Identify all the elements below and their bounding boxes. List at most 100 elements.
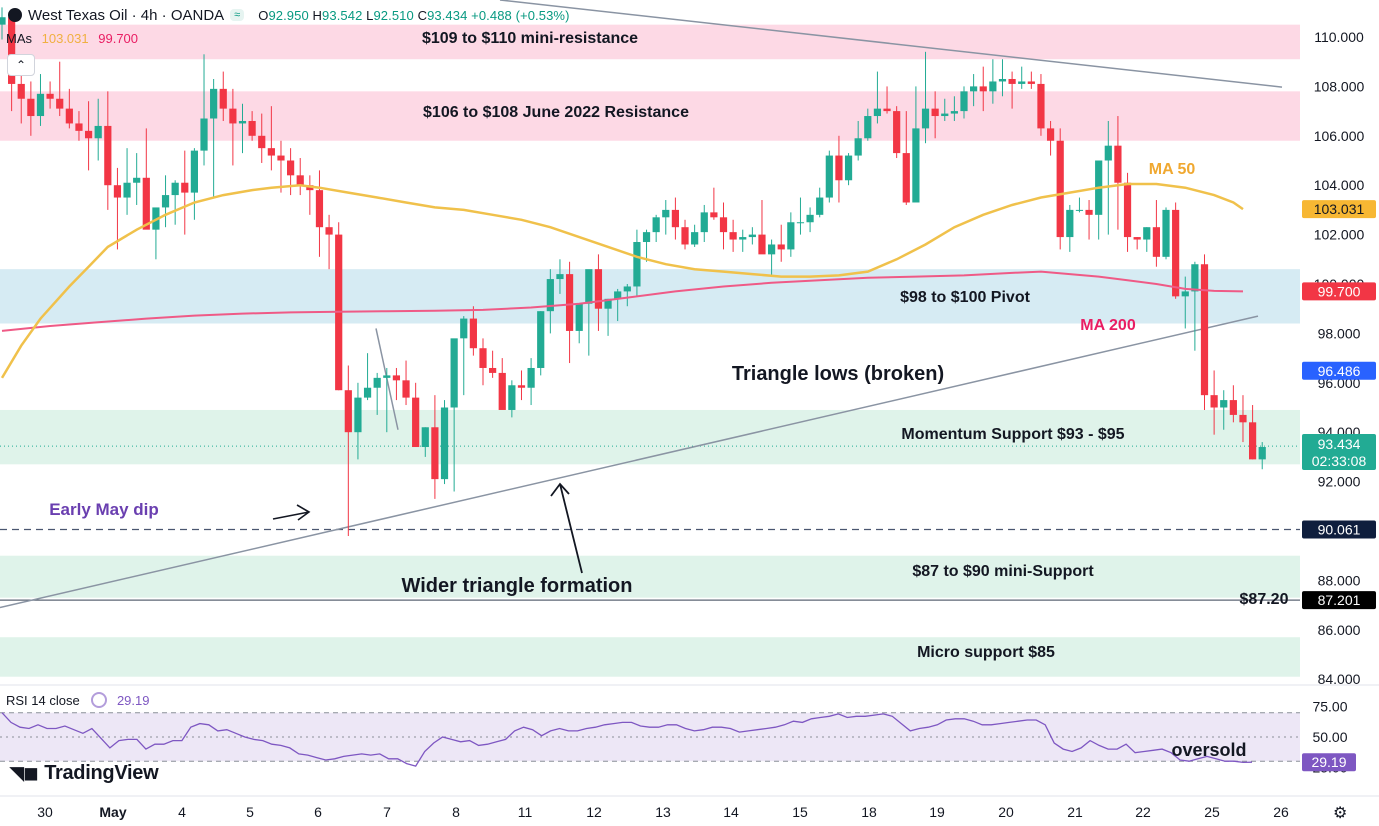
zone-label-4: $87 to $90 mini-Support xyxy=(912,563,1094,580)
candle-body xyxy=(691,232,699,245)
candle-body xyxy=(440,407,449,480)
candle-body xyxy=(1114,145,1122,183)
candle-body xyxy=(325,227,333,235)
candle-body xyxy=(315,190,324,228)
gear-icon[interactable]: ⚙ xyxy=(1333,805,1348,822)
candle-body xyxy=(729,232,737,240)
y-tick-label: 106.000 xyxy=(1314,128,1365,144)
candle-body xyxy=(277,155,285,161)
x-tick-label: 20 xyxy=(998,804,1014,820)
open-value: 92.950 xyxy=(268,7,309,23)
candle-body xyxy=(931,108,939,117)
candle-body xyxy=(537,311,545,368)
ma200-line xyxy=(1,270,1244,332)
candle-body xyxy=(527,367,535,388)
zone-band-4 xyxy=(0,555,1300,598)
countdown-tag: 02:33:08 xyxy=(1312,453,1367,469)
zone-band-5 xyxy=(0,637,1300,677)
candle-body xyxy=(1104,145,1112,161)
candle-body xyxy=(902,153,910,203)
candle-body xyxy=(652,217,660,233)
dip-price-tag: 90.061 xyxy=(1318,521,1361,537)
change-value: +0.488 (+0.53%) xyxy=(471,7,570,23)
brand-name: TradingView xyxy=(44,762,159,784)
candle-body xyxy=(796,222,805,224)
chevron-up-icon[interactable]: ⌃ xyxy=(7,54,35,76)
candle-body xyxy=(1143,227,1151,240)
zone-band-3 xyxy=(0,409,1300,465)
candle-body xyxy=(806,214,814,223)
candle-body xyxy=(739,237,747,240)
y-tick-label: 104.000 xyxy=(1314,177,1365,193)
rsi-legend[interactable]: RSI 14 close 29.19 xyxy=(6,692,150,708)
compare-toggle-icon[interactable]: ≈ xyxy=(230,9,245,21)
candle-body xyxy=(1181,291,1189,297)
upper-trendline xyxy=(499,0,1283,88)
candle-body xyxy=(556,274,564,280)
tradingview-logo[interactable]: ◥◼ TradingView xyxy=(10,762,159,785)
zone-label-0: $109 to $110 mini-resistance xyxy=(422,30,638,47)
candle-body xyxy=(1162,209,1170,257)
candle-body xyxy=(970,86,978,92)
candle-body xyxy=(363,387,372,398)
ma200-price-tag-bg xyxy=(1302,282,1376,301)
rsi-value-tag: 29.19 xyxy=(1311,754,1346,770)
candle-body xyxy=(594,269,603,309)
candle-body xyxy=(1258,447,1266,460)
candle-body xyxy=(671,209,679,228)
candle-body xyxy=(1229,400,1237,415)
x-tick-label: 25 xyxy=(1204,804,1220,820)
x-tick-label: May xyxy=(99,804,126,820)
candle-body xyxy=(498,372,506,410)
x-tick-label: 19 xyxy=(929,804,945,820)
zone-label-3: Momentum Support $93 - $95 xyxy=(901,426,1124,443)
candle-body xyxy=(565,274,574,331)
x-tick-label: 30 xyxy=(37,804,53,820)
candle-body xyxy=(700,212,708,233)
candle-body xyxy=(1056,140,1064,238)
crosshair-price-tag-bg xyxy=(1302,361,1376,380)
ma50-legend-value: 103.031 xyxy=(41,31,89,46)
zone-label-2: $98 to $100 Pivot xyxy=(900,289,1031,306)
candle-body xyxy=(748,234,756,238)
last-price-tag: 93.434 xyxy=(1318,436,1361,452)
candle-body xyxy=(181,182,189,193)
x-tick-label: 22 xyxy=(1135,804,1151,820)
candle-body xyxy=(1075,209,1084,211)
candle-body xyxy=(1008,78,1016,84)
rsi-label: RSI 14 close xyxy=(6,693,80,708)
x-tick-label: 18 xyxy=(861,804,877,820)
candle-body xyxy=(950,111,958,114)
candle-body xyxy=(1239,414,1247,423)
candle-body xyxy=(267,148,275,156)
candle-body xyxy=(1046,128,1055,141)
symbol-title[interactable]: West Texas Oil · 4h · OANDA xyxy=(28,6,225,24)
candle-body xyxy=(921,108,930,129)
candle-body xyxy=(219,88,227,109)
candle-body xyxy=(768,244,776,255)
rsi-value-tag-bg xyxy=(1302,753,1356,772)
chart-header: West Texas Oil · 4h · OANDA ≈ O92.950 H9… xyxy=(0,0,570,30)
candle-body xyxy=(296,175,304,186)
zone-label-5: Micro support $85 xyxy=(917,644,1055,661)
candle-body xyxy=(229,108,237,124)
candle-body xyxy=(1249,422,1257,460)
candle-body xyxy=(758,234,766,255)
candle-body xyxy=(133,177,141,183)
candle-body xyxy=(1027,81,1035,84)
candle-body xyxy=(1210,395,1218,408)
candle-body xyxy=(1172,209,1180,297)
high-value: 93.542 xyxy=(322,7,363,23)
candle-body xyxy=(816,197,824,215)
candle-body xyxy=(450,338,458,408)
x-tick-label: 6 xyxy=(314,804,322,820)
candle-body xyxy=(633,242,641,287)
ma-legend[interactable]: MAs 103.031 99.700 xyxy=(6,31,138,46)
candle-body xyxy=(94,125,102,139)
candle-body xyxy=(104,125,112,186)
candle-body xyxy=(873,108,882,117)
y-tick-label: 86.000 xyxy=(1318,622,1361,638)
candle-body xyxy=(84,130,93,139)
candle-body xyxy=(27,98,35,117)
